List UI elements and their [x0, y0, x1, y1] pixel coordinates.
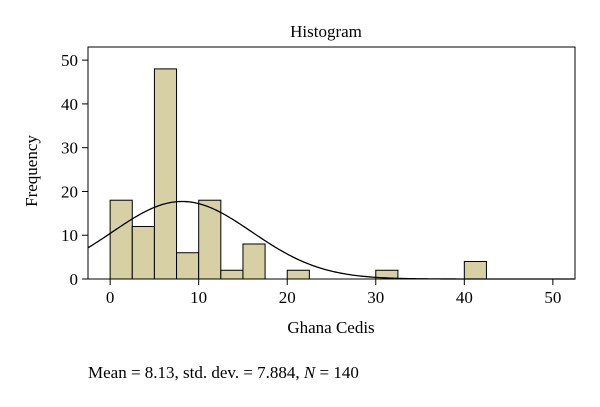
stats-prefix: Mean = 8.13, std. dev. = 7.884, [88, 363, 304, 382]
histogram-bar [109, 199, 133, 280]
y-tick-label: 10 [61, 226, 78, 245]
chart-title: Histogram [290, 22, 362, 41]
stats-n-symbol: N [303, 363, 316, 382]
histogram-bar [220, 269, 244, 280]
x-tick-label: 20 [279, 288, 296, 307]
y-tick-label: 50 [61, 51, 78, 70]
x-tick-label: 30 [367, 288, 384, 307]
stats-suffix: = 140 [315, 363, 359, 382]
x-axis: 0 10 20 30 40 50 [106, 279, 561, 307]
histogram-bar [242, 243, 266, 280]
bars-group [109, 68, 487, 280]
y-tick-label: 0 [70, 270, 79, 289]
x-tick-label: 50 [544, 288, 561, 307]
y-tick-label: 40 [61, 95, 78, 114]
x-tick-label: 40 [456, 288, 473, 307]
histogram-bar [176, 252, 200, 280]
histogram-bar [286, 269, 310, 280]
y-axis-label: Frequency [22, 135, 41, 207]
histogram-bar [198, 199, 222, 280]
stats-caption: Mean = 8.13, std. dev. = 7.884, N = 140 [88, 363, 359, 383]
y-tick-label: 30 [61, 139, 78, 158]
x-tick-label: 0 [106, 288, 115, 307]
histogram-bar [463, 260, 487, 280]
histogram-bar [131, 225, 155, 280]
histogram-bar [153, 68, 178, 280]
x-axis-label: Ghana Cedis [287, 318, 374, 337]
x-tick-label: 10 [190, 288, 207, 307]
plot-frame [87, 46, 576, 280]
y-tick-label: 20 [61, 182, 78, 201]
y-axis: 0 10 20 30 40 50 [61, 51, 88, 289]
